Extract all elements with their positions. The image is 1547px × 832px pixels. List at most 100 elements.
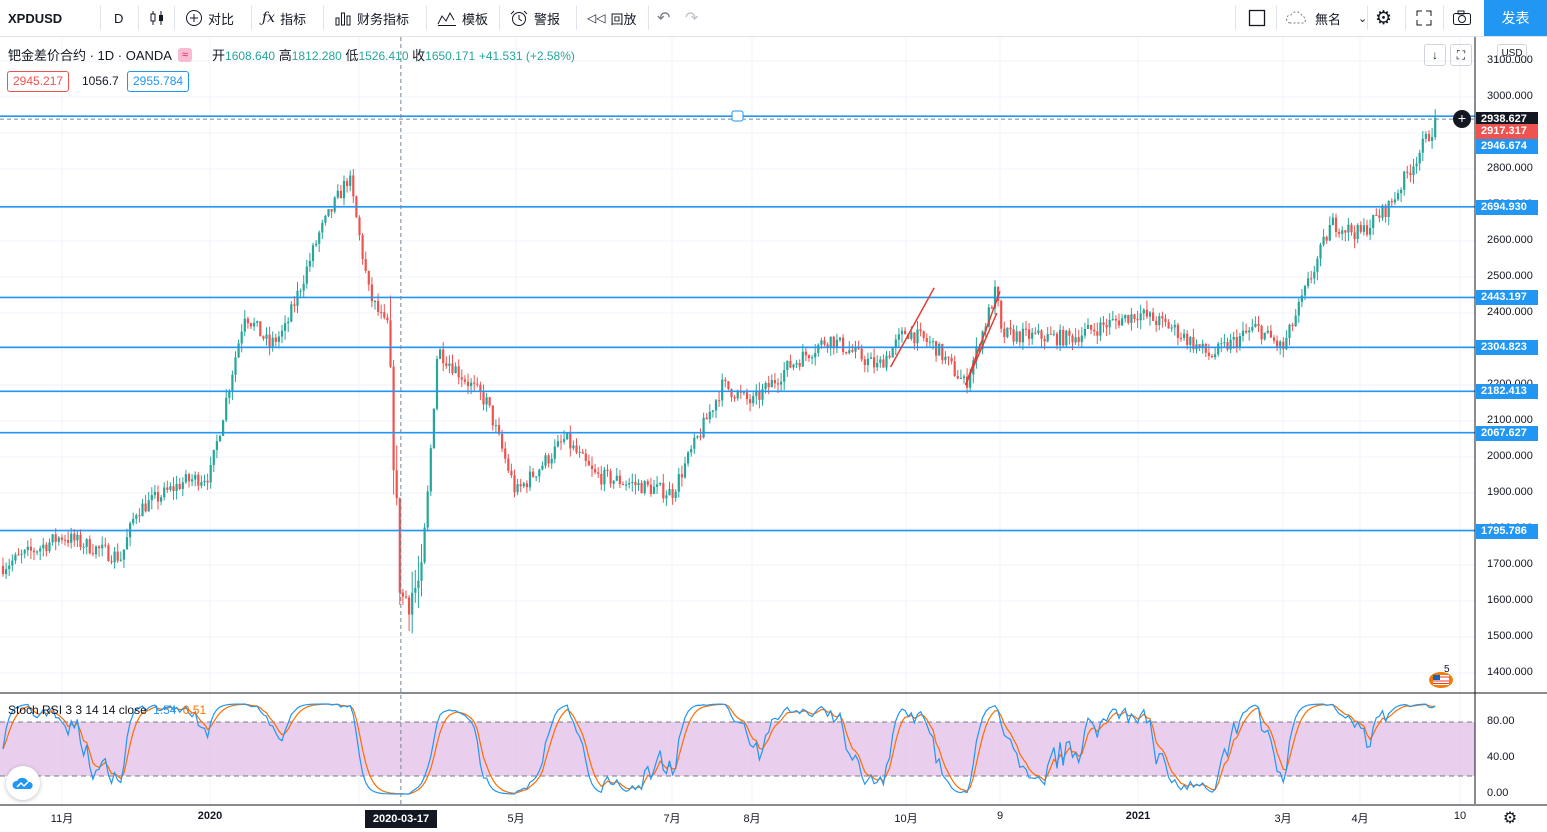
high-value: 1812.280 <box>291 49 342 63</box>
symbol-name[interactable]: XPDUSD <box>8 10 63 26</box>
undo-button[interactable]: ↶ <box>657 0 670 36</box>
templates-button[interactable]: 模板 <box>437 0 488 36</box>
candle-body <box>656 484 659 487</box>
expand-button[interactable] <box>1415 0 1433 36</box>
currency-label[interactable]: USD <box>1501 48 1523 59</box>
candle-body <box>1319 244 1322 259</box>
camera-icon[interactable] <box>1452 9 1472 27</box>
time-tick-label: 8月 <box>743 813 761 825</box>
candle-body <box>1350 224 1353 233</box>
candle-body <box>383 312 386 318</box>
candle-body <box>969 374 972 388</box>
rsi-label[interactable]: Stoch RSI 3 3 14 14 close <box>8 703 147 717</box>
flag-badge[interactable]: 5 <box>1427 664 1459 689</box>
chevron-down-icon[interactable]: ⌄ <box>1358 12 1368 25</box>
candle-body <box>1421 138 1424 153</box>
candle-body <box>1077 337 1080 343</box>
candle-body <box>1015 331 1018 342</box>
candle-body <box>417 580 420 589</box>
symbol-search[interactable]: XPDUSD <box>8 0 62 36</box>
publish-button[interactable]: 发表 <box>1484 0 1547 36</box>
candle-body <box>1161 316 1164 319</box>
candle-body <box>820 340 823 345</box>
replay-button[interactable]: ◁◁ 回放 <box>587 0 636 36</box>
candle-body <box>584 453 587 461</box>
candle-body <box>336 190 339 198</box>
candle-body <box>187 474 191 482</box>
candle-body <box>73 533 76 541</box>
sell-price-button[interactable]: 2945.217 <box>7 71 70 92</box>
candle-body <box>618 475 621 485</box>
layout-menu[interactable]: 無名 ⌄ <box>1284 0 1367 36</box>
tradingview-logo[interactable] <box>6 766 40 800</box>
candle-body <box>783 369 786 382</box>
candle-body <box>736 391 739 399</box>
fullscreen-toggle-button[interactable] <box>1248 0 1266 36</box>
us-flag-icon[interactable] <box>1427 667 1459 689</box>
candle-body <box>1055 333 1059 346</box>
candle-body <box>702 417 705 438</box>
candle-body <box>609 471 612 484</box>
candles-icon[interactable] <box>148 9 166 27</box>
interval-button[interactable]: D <box>114 0 123 36</box>
price-level-tag: 2938.627 <box>1476 112 1538 128</box>
candle-body <box>662 482 665 499</box>
candle-body <box>687 452 690 464</box>
time-tick-label: 2020 <box>197 810 223 822</box>
gear-icon[interactable]: ⚙ <box>1502 810 1518 827</box>
candle-body <box>767 383 770 388</box>
candle-body <box>1114 318 1117 321</box>
chart-style-button[interactable] <box>148 0 166 36</box>
candle-body <box>262 336 265 339</box>
time-axis-settings-button[interactable]: ⚙ <box>1500 808 1520 828</box>
candle-body <box>1 566 5 575</box>
candle-body <box>172 486 175 491</box>
candle-body <box>497 425 501 434</box>
candle-body <box>1099 322 1102 336</box>
instrument-title[interactable]: 钯金差价合约 · 1D · OANDA <box>8 48 172 63</box>
scroll-down-button[interactable]: ↓ <box>1424 44 1446 66</box>
candle-body <box>482 392 485 405</box>
candle-body <box>1303 286 1307 296</box>
snapshot-button[interactable] <box>1452 0 1472 36</box>
cloud-logo-icon <box>12 777 33 789</box>
publish-label[interactable]: 发表 <box>1501 10 1530 26</box>
candle-body <box>1021 328 1024 343</box>
bar-chart-icon <box>335 12 351 26</box>
gear-icon[interactable]: ⚙ <box>1375 7 1393 29</box>
candle-body <box>1260 325 1263 340</box>
redo-icon[interactable]: ↷ <box>685 10 699 27</box>
candle-body <box>535 476 538 478</box>
horizontal-lines <box>0 115 1475 532</box>
maximize-icon[interactable]: ⛶ <box>1456 47 1466 62</box>
candle-body <box>1434 117 1437 138</box>
candle-body <box>1204 343 1207 353</box>
candle-body <box>845 351 848 354</box>
candle-body <box>373 300 377 302</box>
candle-body <box>169 486 172 490</box>
indicators-button[interactable]: ƒx 指标 <box>262 0 306 36</box>
undo-icon[interactable]: ↶ <box>657 10 671 27</box>
price-tick-label: 2400.000 <box>1487 306 1533 318</box>
currency-button[interactable]: USD <box>1497 44 1527 63</box>
financials-button[interactable]: 财务指标 <box>334 0 409 36</box>
candle-body <box>1152 312 1155 321</box>
add-alert-button[interactable]: + <box>1453 110 1471 129</box>
candle-body <box>457 366 460 378</box>
arrow-down-icon[interactable]: ↓ <box>1432 48 1438 62</box>
fullscreen-icon[interactable] <box>1415 9 1433 27</box>
toolbar-divider <box>1235 6 1236 30</box>
alert-button[interactable]: 警报 <box>509 0 560 36</box>
compare-button[interactable]: 对比 <box>185 0 234 36</box>
interval-label[interactable]: D <box>114 10 124 26</box>
settings-button[interactable]: ⚙ <box>1375 0 1392 36</box>
maximize-pane-button[interactable]: ⛶ <box>1450 44 1472 66</box>
buy-price-button[interactable]: 2955.784 <box>127 71 190 92</box>
candle-body <box>544 455 547 466</box>
candle-body <box>39 548 42 552</box>
candle-body <box>175 483 178 491</box>
candle-body <box>1170 327 1173 329</box>
redo-button[interactable]: ↷ <box>685 0 698 36</box>
wave-icon[interactable]: ≈ <box>177 47 193 62</box>
